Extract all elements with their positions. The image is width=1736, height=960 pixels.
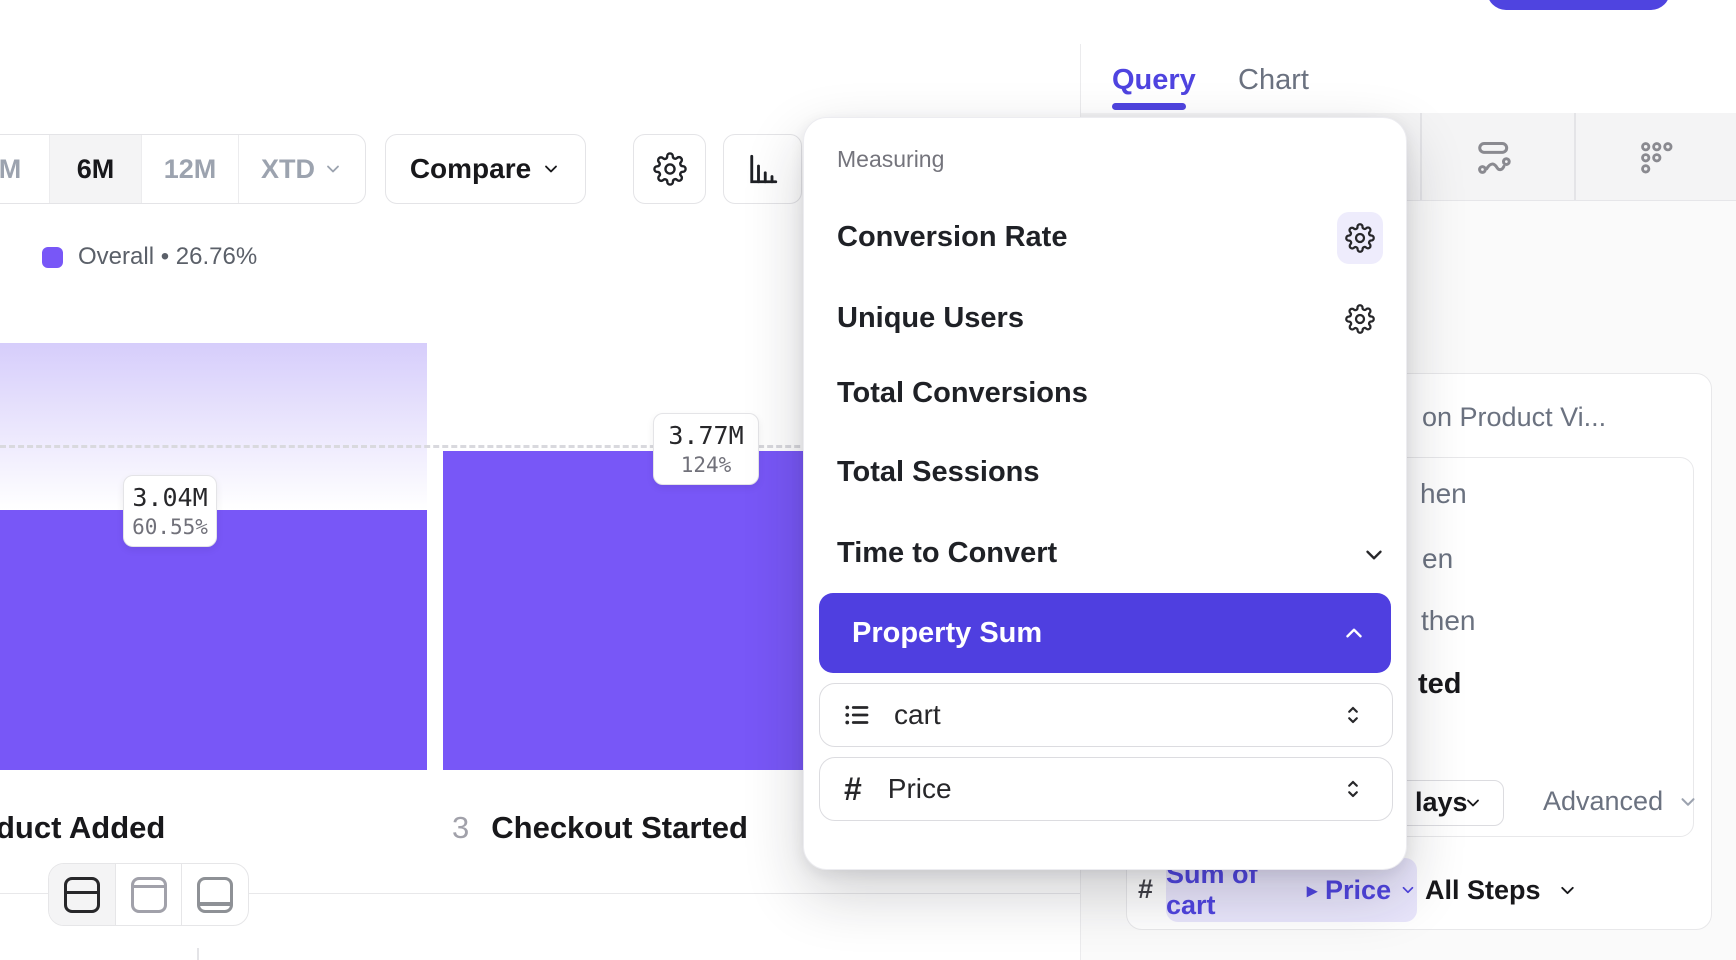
bar-2-value-tooltip: 3.77M 124% xyxy=(653,413,759,485)
property-sum-label: Property Sum xyxy=(852,616,1043,649)
top-header xyxy=(0,0,1736,45)
triangle-right-icon: ▸ xyxy=(1306,879,1318,902)
bar-2-percent: 124% xyxy=(680,452,732,477)
strip-divider-1 xyxy=(1420,113,1422,200)
layout-split-icon xyxy=(63,876,100,913)
step-row-fragment-3: then xyxy=(1421,605,1476,636)
range-xtd-button[interactable]: XTD xyxy=(239,135,365,203)
advanced-dropdown[interactable]: Advanced xyxy=(1543,786,1699,817)
chevron-up-icon xyxy=(1346,628,1362,638)
list-icon xyxy=(845,705,869,725)
layout-bottom-icon xyxy=(197,876,234,913)
chevron-down-icon xyxy=(1366,550,1382,560)
breakdown-grid-button[interactable] xyxy=(1637,138,1675,176)
chart-bottom-divider xyxy=(0,893,1080,894)
chevron-down-icon xyxy=(327,165,339,173)
property-sum-property-select[interactable]: # Price xyxy=(819,757,1393,821)
menu-item-conversion-rate[interactable]: Conversion Rate xyxy=(837,221,1068,253)
menu-item-total-sessions[interactable]: Total Sessions xyxy=(837,456,1040,488)
bar-1-value: 3.04M xyxy=(132,483,208,513)
flows-view-button[interactable] xyxy=(1475,138,1513,176)
gear-icon xyxy=(1345,223,1375,253)
legend-label: Overall • 26.76% xyxy=(78,243,258,270)
legend[interactable]: Overall • 26.76% xyxy=(42,243,257,271)
step-name: Checkout Started xyxy=(491,810,748,845)
bar-2-value: 3.77M xyxy=(668,421,744,451)
number-icon: # xyxy=(844,771,862,807)
measuring-dropdown: Measuring Conversion Rate Unique Users T… xyxy=(803,117,1407,870)
funnel-bar-2[interactable] xyxy=(443,451,810,770)
tab-query[interactable]: Query xyxy=(1112,64,1196,96)
range-12m-button[interactable]: 12M xyxy=(142,135,239,203)
step-row-fragment-2: en xyxy=(1422,543,1454,574)
legend-swatch xyxy=(42,246,63,268)
bar-1-value-tooltip: 3.04M 60.55% xyxy=(123,475,217,547)
unfold-more-icon xyxy=(1348,706,1358,724)
bar-1-percent: 60.55% xyxy=(132,514,208,539)
flows-icon xyxy=(1478,142,1511,174)
dots-grid-icon xyxy=(1641,142,1673,174)
property-select-value: Price xyxy=(887,773,952,804)
primary-action-button[interactable] xyxy=(1487,0,1670,10)
layout-toggle-group xyxy=(48,863,249,926)
chart-type-button[interactable] xyxy=(723,134,802,204)
chevron-down-icon xyxy=(545,165,558,173)
menu-item-property-sum-selected[interactable]: Property Sum xyxy=(819,593,1391,673)
conversion-rate-settings-button[interactable] xyxy=(1337,212,1383,264)
tab-chart[interactable]: Chart xyxy=(1238,64,1309,96)
tabs-area xyxy=(1081,44,1736,113)
active-tab-underline xyxy=(1112,103,1186,110)
range-3m-button[interactable]: M xyxy=(0,135,50,203)
date-range-control: M 6M 12M XTD xyxy=(0,134,366,204)
funnel-bar-1[interactable] xyxy=(0,510,427,770)
dashed-reference-line xyxy=(0,445,1080,448)
event-select-value: cart xyxy=(894,699,941,730)
strip-divider-2 xyxy=(1574,113,1576,200)
days-label-fragment: lays xyxy=(1415,787,1468,817)
chip-right-text: Price xyxy=(1325,874,1392,905)
menu-item-unique-users[interactable]: Unique Users xyxy=(837,302,1024,334)
unique-users-settings-button[interactable] xyxy=(1337,293,1383,345)
property-sum-event-select[interactable]: cart xyxy=(819,683,1393,747)
chevron-down-icon xyxy=(1467,799,1479,807)
layout-bottom-button[interactable] xyxy=(182,864,248,925)
step-row-fragment-1: hen xyxy=(1420,478,1467,509)
gear-icon xyxy=(1345,304,1375,334)
chevron-down-icon xyxy=(1560,886,1574,894)
range-6m-button[interactable]: 6M xyxy=(50,135,142,203)
bar-chart-icon xyxy=(749,154,777,184)
chart-settings-button[interactable] xyxy=(633,134,706,204)
compare-button[interactable]: Compare xyxy=(385,134,586,204)
menu-item-time-to-convert[interactable]: Time to Convert xyxy=(837,537,1058,569)
measuring-title: Measuring xyxy=(837,146,945,172)
funnel-step-1-label: duct Added xyxy=(0,810,166,845)
chevron-down-icon xyxy=(1681,797,1695,806)
gear-icon xyxy=(652,152,687,186)
card-title-fragment: on Product Vi... xyxy=(1422,402,1607,432)
all-steps-dropdown[interactable]: All Steps xyxy=(1425,866,1578,914)
chevron-down-icon xyxy=(1402,886,1414,894)
unfold-more-icon xyxy=(1348,780,1358,798)
layout-top-button[interactable] xyxy=(116,864,183,925)
step-number: 3 xyxy=(452,810,470,845)
bottom-table-divider xyxy=(197,948,199,960)
layout-top-icon xyxy=(130,876,167,913)
step-row-fragment-4: ted xyxy=(1418,668,1462,700)
layout-split-button[interactable] xyxy=(49,864,116,925)
menu-item-total-conversions[interactable]: Total Conversions xyxy=(837,377,1088,409)
measure-type-hash: # xyxy=(1138,874,1154,904)
funnel-step-2-label: 3 Checkout Started xyxy=(452,810,748,846)
